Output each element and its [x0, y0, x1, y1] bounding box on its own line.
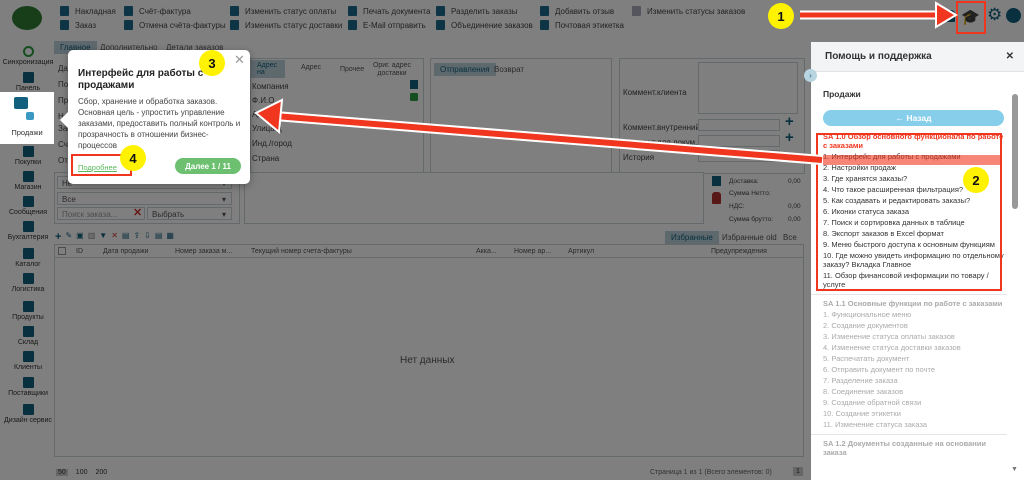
scroll-down-icon[interactable]: ▼	[1011, 466, 1018, 473]
next-button[interactable]: Далее 1 / 11	[175, 158, 241, 174]
arrow-1	[800, 1, 958, 29]
help-header: Помощь и поддержка ✕	[811, 42, 1024, 72]
highlight-box	[816, 133, 1002, 291]
annotation-badge: 3	[199, 50, 225, 76]
help-topic-item[interactable]: 11. Изменение статуса заказа	[823, 420, 928, 429]
help-topic-item[interactable]: 4. Изменение статуса доставки заказов	[823, 343, 961, 352]
popup-title: Интерфейс для работы с продажами	[78, 68, 204, 91]
help-topic-item[interactable]: 9. Создание обратной связи	[823, 398, 922, 407]
help-topic-item[interactable]: 10. Создание этикетки	[823, 409, 901, 418]
label: Продажи	[11, 128, 43, 137]
help-topic-item[interactable]: 11. Обзор финансовой информации по товар…	[823, 271, 989, 289]
help-topic-item[interactable]: 10. Где можно увидеть информацию по отде…	[823, 251, 1004, 269]
help-topic-item[interactable]: 5. Распечатать документ	[823, 354, 910, 363]
briefcase-icon	[14, 97, 28, 109]
annotation-badge: 1	[768, 3, 794, 29]
help-group-title[interactable]: SA 1.0 Обзор основного функционала по ра…	[823, 132, 1004, 150]
help-panel: Помощь и поддержка ✕ › Продажи ← Назад SA…	[804, 42, 1024, 480]
popup-body: Сбор, хранение и обработка заказов. Осно…	[78, 97, 241, 150]
close-icon[interactable]: ✕	[1005, 51, 1014, 62]
help-topic-item[interactable]: 6. Иконки статуса заказа	[823, 207, 910, 216]
help-section-title: Продажи	[823, 89, 861, 99]
more-link[interactable]: Подробнее	[78, 163, 117, 172]
help-topic-item[interactable]: 7. Разделение заказа	[823, 376, 898, 385]
collapse-panel-icon[interactable]: ›	[804, 69, 817, 82]
help-topic-item[interactable]: 3. Изменение статуса оплаты заказов	[823, 332, 955, 341]
help-topic-item[interactable]: 2. Создание документов	[823, 321, 908, 330]
close-icon[interactable]: ✕	[234, 52, 245, 67]
help-topic-item[interactable]: 3. Где хранятся заказы?	[823, 174, 908, 183]
sidebar-item-sales[interactable]: Продажи	[0, 92, 54, 144]
back-button[interactable]: ← Назад	[823, 110, 1004, 126]
help-title: Помощь и поддержка	[825, 51, 932, 62]
help-topic-list: SA 1.0 Обзор основного функционала по ра…	[811, 129, 1007, 458]
help-group-title[interactable]: SA 1.2 Документы созданные на основании …	[811, 434, 1007, 458]
help-group-title[interactable]: SA 1.1 Основные функции по работе с зака…	[811, 294, 1007, 309]
help-topic-item[interactable]: 8. Соединение заказов	[823, 387, 904, 396]
help-topic-item[interactable]: 8. Экспорт заказов в Excel формат	[823, 229, 944, 238]
help-topic-item[interactable]: 7. Поиск и сортировка данных в таблице	[823, 218, 965, 227]
help-topic-item[interactable]: 9. Меню быстрого доступа к основным функ…	[823, 240, 995, 249]
active-topic-highlight	[823, 155, 1000, 165]
help-topic-item[interactable]: 5. Как создавать и редактировать заказы?	[823, 196, 971, 205]
annotation-badge: 4	[120, 145, 146, 171]
arrow-2	[254, 98, 823, 165]
scrollbar[interactable]	[1012, 94, 1018, 209]
help-topic-item[interactable]: 2. Настройки продаж	[823, 163, 897, 172]
sales-badge-icon	[26, 112, 34, 120]
annotation-badge: 2	[963, 167, 989, 193]
highlight-box	[956, 1, 986, 34]
help-topic-item[interactable]: 6. Отправить документ по почте	[823, 365, 935, 374]
help-topic-item[interactable]: 4. Что такое расширенная фильтрация?	[823, 185, 964, 194]
help-topic-item[interactable]: 1. Функциональное меню	[823, 310, 912, 319]
